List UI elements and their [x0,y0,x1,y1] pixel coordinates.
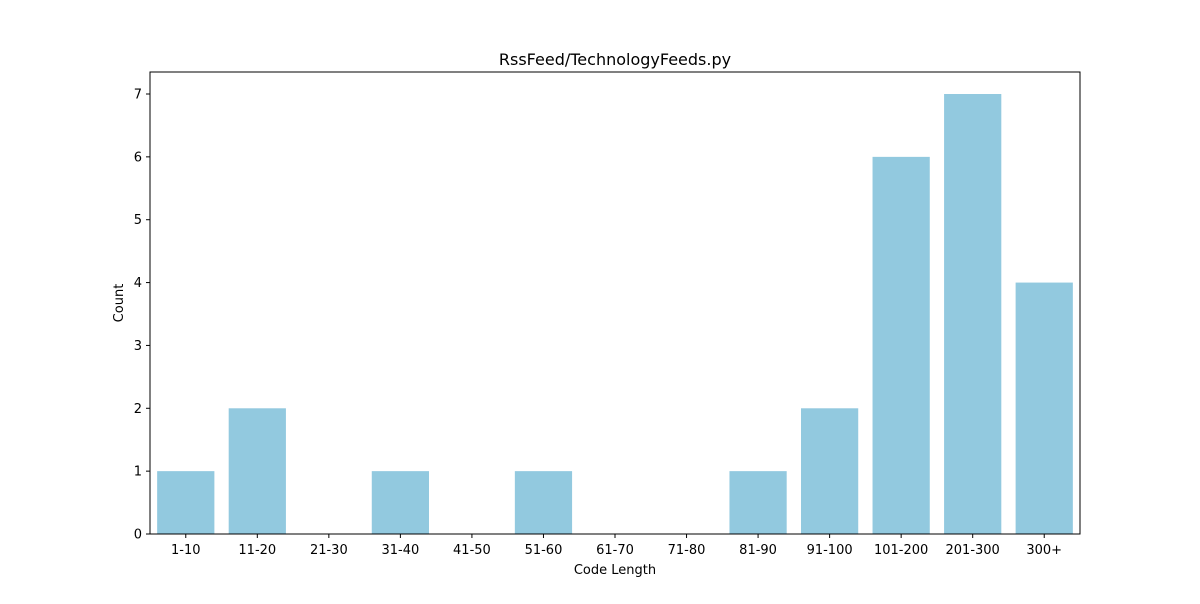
y-tick-label: 0 [134,528,142,543]
y-tick-label: 2 [134,402,142,417]
bar-201-300 [944,94,1002,534]
y-tick-label: 1 [134,465,142,480]
y-axis-label: Count [112,284,127,323]
bar-300+ [1015,282,1073,534]
bar-91-100 [801,408,859,534]
plot-frame [149,71,1081,535]
y-tick-label: 4 [134,276,142,291]
y-tick-label: 5 [134,213,142,228]
bar-11-20 [228,408,286,534]
x-tick-label: 21-30 [310,543,348,558]
y-tick-label: 3 [134,339,142,354]
bar-101-200 [872,156,930,535]
x-axis-label: Code Length [574,563,656,578]
bar-1-10 [157,471,215,534]
x-tick-label: 201-300 [946,543,1000,558]
x-tick-label: 1-10 [171,543,201,558]
bar-81-90 [729,471,787,534]
x-tick-label: 101-200 [874,543,928,558]
x-axis: 1-10 11-20 21-30 31-40 41-50 51-60 61-70 71-80 8… [171,534,1062,558]
y-axis: 0 1 2 3 4 5 6 7 [134,88,150,543]
x-tick-label: 11-20 [238,543,276,558]
x-tick-label: 300+ [1026,543,1062,558]
chart-title: RssFeed/TechnologyFeeds.py [499,50,731,69]
x-tick-label: 71-80 [668,543,706,558]
x-tick-label: 91-100 [807,543,853,558]
x-tick-label: 81-90 [739,543,777,558]
bars-layer [157,94,1073,535]
x-tick-label: 31-40 [381,543,419,558]
bar-51-60 [514,471,573,534]
y-tick-label: 7 [134,88,142,103]
x-tick-label: 41-50 [453,543,491,558]
x-tick-label: 61-70 [596,543,634,558]
x-tick-label: 51-60 [525,543,563,558]
bar-31-40 [371,471,429,534]
y-tick-label: 6 [134,150,142,165]
